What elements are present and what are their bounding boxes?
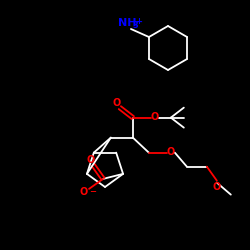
Text: O: O: [87, 155, 95, 165]
Text: O: O: [113, 98, 121, 108]
Text: O: O: [167, 147, 175, 157]
Text: 3: 3: [132, 20, 138, 30]
Text: NH: NH: [118, 18, 136, 28]
Text: O: O: [151, 112, 159, 122]
Text: −: −: [89, 187, 96, 196]
Text: O: O: [213, 182, 221, 192]
Text: +: +: [136, 16, 142, 26]
Text: O: O: [80, 187, 88, 197]
